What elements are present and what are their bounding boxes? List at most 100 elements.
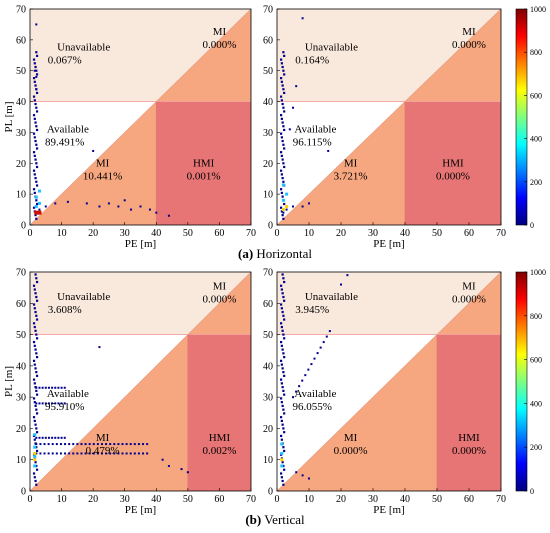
data-point	[281, 404, 284, 408]
data-point	[105, 452, 108, 455]
data-point	[35, 412, 39, 415]
data-point	[167, 214, 170, 217]
data-point	[35, 180, 38, 183]
data-point	[283, 280, 286, 284]
data-point	[35, 371, 38, 374]
data-point	[34, 461, 37, 464]
data-point	[33, 455, 37, 459]
data-point	[280, 99, 283, 102]
data-point	[47, 443, 50, 446]
data-point	[54, 386, 57, 389]
data-point	[33, 117, 36, 120]
data-point	[76, 452, 79, 455]
data-point	[57, 386, 60, 389]
data-point	[283, 337, 286, 340]
data-point	[43, 452, 46, 455]
data-point	[32, 114, 36, 117]
data-point	[35, 446, 38, 449]
data-point	[295, 85, 298, 88]
y-tick-label: 60	[263, 299, 273, 310]
plot-frame	[276, 8, 502, 226]
data-point	[85, 202, 88, 205]
chart-panel-b-left: 0 10 20 30 40 50 60 70 0 10 20 30 40 50 60 70 PE [m] PL […	[3, 268, 256, 517]
data-point	[292, 205, 294, 208]
y-tick-label: 0	[21, 221, 26, 232]
x-tick-label: 10	[304, 494, 314, 505]
x-tick-label: 50	[183, 228, 193, 239]
data-point	[346, 274, 349, 277]
data-point	[281, 348, 284, 351]
data-point	[35, 277, 38, 280]
data-point	[33, 451, 37, 455]
y-tick-label: 60	[263, 35, 273, 46]
data-point	[285, 204, 289, 208]
unavailable-label: Unavailable	[305, 42, 358, 54]
data-point	[279, 340, 283, 344]
data-point	[281, 479, 284, 483]
data-point	[39, 443, 42, 446]
data-point	[282, 125, 285, 128]
data-point	[121, 443, 124, 446]
data-point	[280, 117, 283, 120]
data-point	[301, 205, 304, 208]
x-tick-label: 70	[496, 228, 506, 239]
data-point	[283, 468, 286, 471]
data-point	[35, 452, 38, 455]
data-point	[137, 443, 140, 446]
y-tick-label: 70	[263, 268, 273, 279]
data-point	[33, 325, 36, 329]
data-point	[307, 368, 310, 371]
data-point	[41, 436, 44, 439]
mi-top-label: MI	[462, 26, 476, 38]
data-point	[301, 474, 304, 477]
x-tick-label: 30	[368, 228, 378, 239]
data-point	[280, 136, 283, 139]
x-tick-label: 60	[214, 228, 224, 239]
y-tick-label: 0	[268, 221, 273, 232]
data-point	[142, 452, 145, 455]
data-point	[63, 436, 66, 439]
data-point	[283, 91, 286, 95]
data-point	[280, 401, 283, 404]
data-point	[33, 419, 36, 423]
data-point	[148, 208, 151, 211]
data-point	[51, 386, 54, 389]
data-point	[38, 386, 41, 389]
available-label: Available	[294, 123, 336, 135]
y-tick-label: 30	[16, 393, 26, 404]
data-point	[35, 436, 38, 439]
x-tick-label: 0	[28, 228, 33, 239]
x-tick-label: 60	[214, 494, 224, 505]
data-point	[59, 452, 62, 455]
data-point	[279, 397, 283, 400]
data-point	[281, 139, 284, 143]
data-point	[92, 452, 95, 455]
diagonal-line	[29, 8, 252, 226]
diagonal-line	[276, 271, 502, 492]
data-point	[283, 355, 286, 359]
data-point	[279, 284, 283, 287]
data-point	[279, 114, 283, 117]
hmi-value: 0.001%	[187, 170, 221, 182]
colorbar-tick-label: 600	[530, 356, 542, 365]
colorbar-vertical: 1000 800 600 400 200 0	[515, 268, 546, 496]
data-point	[35, 333, 38, 336]
data-point	[38, 208, 41, 211]
region-hmi	[437, 334, 501, 491]
data-point	[34, 348, 37, 351]
data-point	[34, 121, 37, 124]
data-point	[35, 386, 38, 389]
data-point	[283, 73, 286, 76]
data-point	[35, 468, 39, 471]
data-point	[35, 110, 39, 113]
data-point	[32, 322, 36, 325]
mi-label: MI	[344, 157, 358, 169]
data-point	[280, 476, 283, 479]
caption-vertical: (b) Vertical	[245, 512, 305, 527]
data-point	[32, 77, 36, 80]
data-point	[60, 402, 63, 405]
data-point	[292, 106, 294, 109]
data-point	[76, 443, 79, 446]
data-point	[319, 346, 322, 349]
y-tick-label: 50	[263, 66, 273, 77]
